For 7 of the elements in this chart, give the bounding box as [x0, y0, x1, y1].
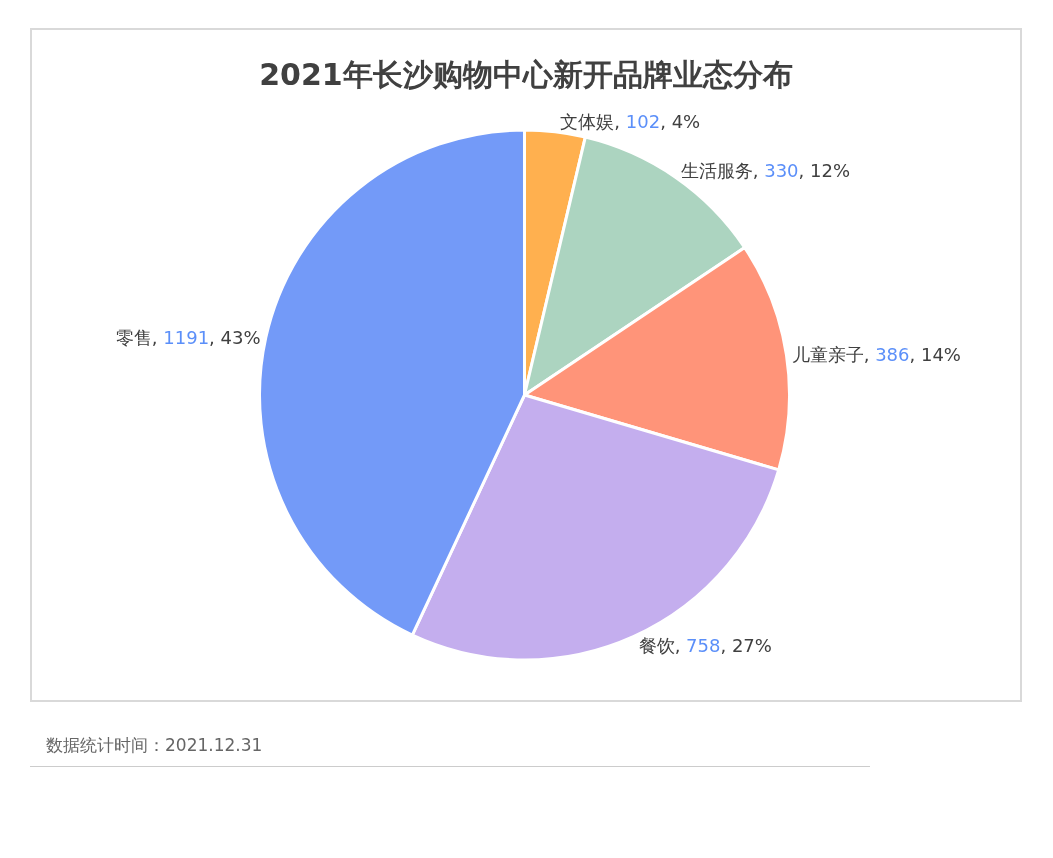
slice-label: 儿童亲子, 386, 14% — [791, 344, 961, 366]
slice-label: 餐饮, 758, 27% — [638, 634, 772, 656]
slice-label: 零售, 1191, 43% — [115, 326, 261, 348]
slice-label: 生活服务, 330, 12% — [680, 159, 851, 181]
text: 数据统计时间：2021.12.31 — [46, 734, 263, 757]
slice-label: 文体娱, 102, 4% — [560, 110, 701, 132]
chart-title: 2021年长沙购物中心新开品牌业态分布 — [259, 56, 793, 92]
